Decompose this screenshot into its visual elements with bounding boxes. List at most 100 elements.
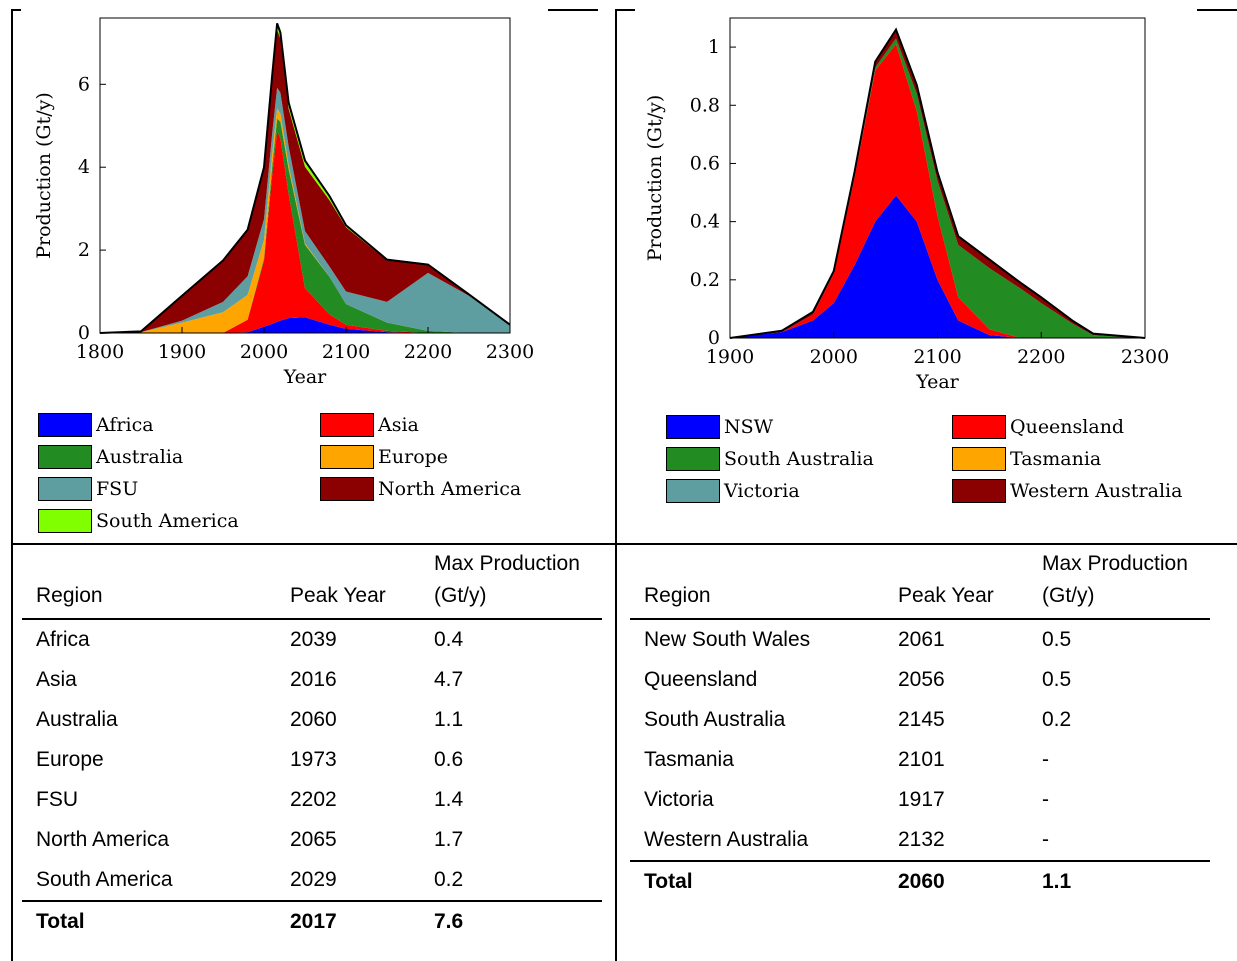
table-cell: Europe [36,748,104,771]
table-row: Victoria 1917 - [630,780,1210,820]
table-row: South Australia 2145 0.2 [630,700,1210,740]
table-cell: - [1042,748,1049,771]
legend-label-nsw: NSW [724,416,774,438]
x-tick-label: 2200 [404,341,452,363]
table-cell: 1.4 [434,788,464,811]
table-cell: 2101 [898,748,945,771]
legend-swatch-south-america [38,509,92,533]
table-cell: New South Wales [644,628,811,651]
total-outline [99,23,511,334]
frame-middle-horizontal [11,543,1237,545]
x-tick-label: 2000 [240,341,288,363]
y-axis-label: Production (Gt/y) [644,95,666,262]
x-axis-label: Year [915,371,959,393]
table-row: Queensland 2056 0.5 [630,660,1210,700]
frame-top-mid-left [548,9,598,11]
world-peak-table: Region Peak Year Max Production (Gt/y) A… [22,548,602,942]
legend-label-asia: Asia [378,414,419,436]
legend-item-south-australia: South Australia [666,446,874,472]
legend-label-north-america: North America [378,478,522,500]
legend-item-south-america: South America [38,508,239,534]
table-cell: Tasmania [644,748,734,771]
legend-swatch-western-australia [952,479,1006,503]
legend-swatch-fsu [38,477,92,501]
table-row: Africa 2039 0.4 [22,619,602,660]
table-cell: 0.2 [434,868,464,891]
frame-center-vertical [615,9,617,961]
x-tick-label: 1900 [706,346,754,368]
frame-top-left-tick [11,9,21,11]
y-tick-label: 0.4 [690,211,720,233]
legend-label-europe: Europe [378,446,449,468]
column-header-region: Region [630,548,884,620]
table-cell: - [1042,828,1049,851]
legend-label-south-australia: South Australia [724,448,874,470]
table-cell: South Australia [644,708,786,731]
table-cell: 0.6 [434,748,464,771]
table-cell: 1.1 [1028,860,1210,902]
area-north-america [100,29,510,334]
table-cell: 2202 [290,788,337,811]
legend-item-asia: Asia [320,412,419,438]
table-cell: 2017 [276,900,420,942]
table-cell: 2029 [290,868,337,891]
area-africa [100,317,510,333]
table-cell: 0.5 [1042,628,1072,651]
table-cell: 1.7 [434,828,464,851]
table-header-row: Region Peak Year Max Production (Gt/y) [630,548,1210,620]
legend-swatch-africa [38,413,92,437]
table-cell: 2039 [290,628,337,651]
table-header-row: Region Peak Year Max Production (Gt/y) [22,548,602,620]
frame-top-mid-right [615,9,635,11]
legend-label-tasmania: Tasmania [1010,448,1102,470]
table-row: South America 2029 0.2 [22,860,602,901]
australia-peak-table: Region Peak Year Max Production (Gt/y) N… [630,548,1210,902]
legend-item-europe: Europe [320,444,448,470]
x-tick-label: 2300 [486,341,534,363]
table-cell: Australia [36,708,118,731]
table-cell: FSU [36,788,78,811]
table-cell: 4.7 [434,668,464,691]
frame-top-right [1197,9,1237,11]
column-header-peak-year: Peak Year [884,548,1028,620]
table-cell: 1.1 [434,708,464,731]
world-legend: Africa Asia Australia Europe FSU North A… [0,0,616,545]
table-row: Asia 2016 4.7 [22,660,602,700]
y-tick-label: 1 [708,36,720,58]
table-row: New South Wales 2061 0.5 [630,619,1210,660]
table-row: North America 2065 1.7 [22,820,602,860]
x-tick-label: 2000 [810,346,858,368]
australia-legend: NSW Queensland South Australia Tasmania … [617,0,1237,545]
table-cell: 2060 [290,708,337,731]
table-cell: Total [22,900,276,942]
column-header-peak-year: Peak Year [276,548,420,620]
table-cell: 1917 [898,788,945,811]
table-cell: Total [630,860,884,902]
plot-frame [99,17,511,334]
legend-item-north-america: North America [320,476,521,502]
column-header-max-production: Max Production (Gt/y) [420,548,602,620]
y-tick-label: 0 [78,322,90,344]
legend-item-africa: Africa [38,412,154,438]
area-south-australia [730,38,1145,338]
legend-item-australia: Australia [38,444,183,470]
column-header-max-production: Max Production (Gt/y) [1028,548,1210,620]
legend-item-western-australia: Western Australia [952,478,1182,504]
legend-label-africa: Africa [96,414,154,436]
table-cell: Western Australia [644,828,809,851]
table-cell: 0.4 [434,628,464,651]
legend-label-australia: Australia [96,446,184,468]
legend-item-queensland: Queensland [952,414,1124,440]
y-tick-label: 0.8 [690,94,720,116]
legend-label-fsu: FSU [96,478,139,500]
table-row: Australia 2060 1.1 [22,700,602,740]
table-cell: Asia [36,668,77,691]
table-row: Western Australia 2132 - [630,820,1210,861]
table-cell: - [1042,788,1049,811]
x-tick-label: 1800 [76,341,124,363]
total-outline [729,27,1146,339]
y-tick-label: 0 [708,327,720,349]
table-cell: Africa [36,628,90,651]
legend-label-western-australia: Western Australia [1010,480,1183,502]
table-cell: 0.2 [1042,708,1072,731]
